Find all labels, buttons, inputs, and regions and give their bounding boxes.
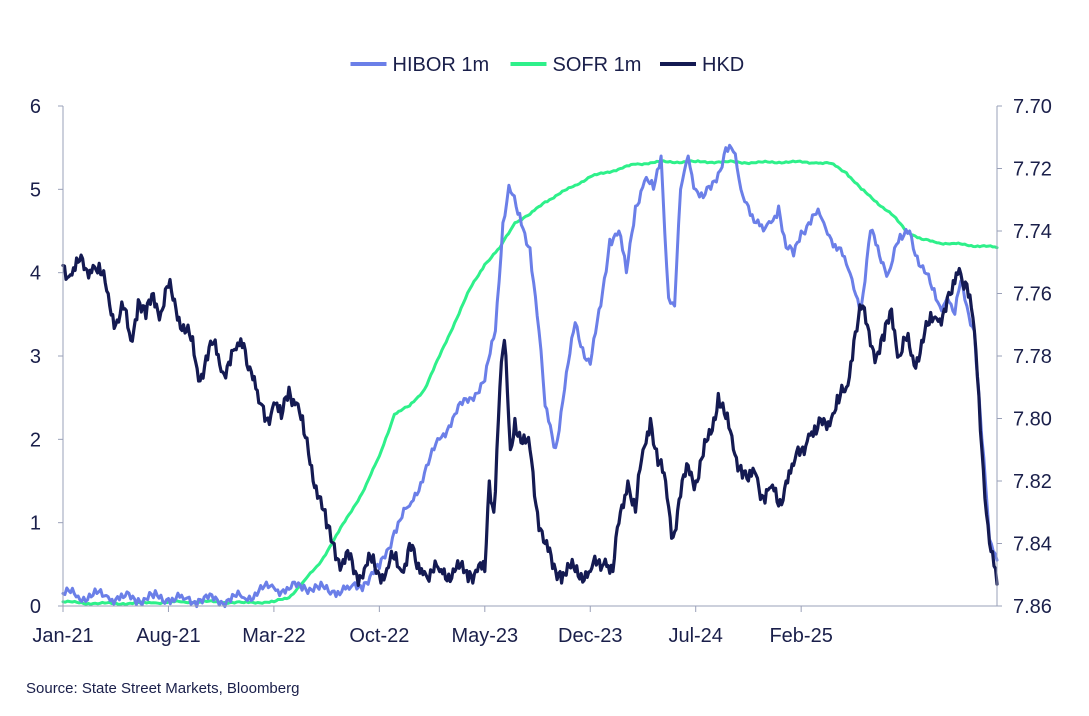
- legend-label-sofr-1m: SOFR 1m: [553, 54, 642, 76]
- y-right-tick-label: 7.84: [1013, 534, 1052, 556]
- x-tick-label: Oct-22: [349, 625, 409, 647]
- series-line-sofr-1m: [61, 159, 999, 607]
- y-right-tick-label: 7.78: [1013, 346, 1052, 368]
- y-right-tick-label: 7.76: [1013, 284, 1052, 306]
- series-line-hkd: [61, 253, 999, 587]
- y-left-tick-label: 6: [30, 96, 41, 118]
- y-right-tick-label: 7.82: [1013, 471, 1052, 493]
- x-tick-label: Jan-21: [32, 625, 93, 647]
- x-tick-label: Mar-22: [242, 625, 305, 647]
- y-left-tick-label: 4: [30, 263, 41, 285]
- series-line-hibor-1m: [61, 143, 999, 609]
- legend-label-hkd: HKD: [702, 54, 744, 76]
- x-tick-label: Aug-21: [136, 625, 201, 647]
- y-left-tick-label: 1: [30, 513, 41, 535]
- y-left-tick-label: 5: [30, 179, 41, 201]
- y-right-tick-label: 7.72: [1013, 159, 1052, 181]
- y-right-tick-label: 7.80: [1013, 409, 1052, 431]
- source-note: Source: State Street Markets, Bloomberg: [26, 680, 300, 697]
- y-left-tick-label: 0: [30, 596, 41, 618]
- legend-label-hibor-1m: HIBOR 1m: [393, 54, 490, 76]
- x-tick-label: May-23: [451, 625, 518, 647]
- y-right-tick-label: 7.74: [1013, 221, 1052, 243]
- x-tick-label: Jul-24: [668, 625, 722, 647]
- y-right-tick-label: 7.86: [1013, 596, 1052, 618]
- x-tick-label: Dec-23: [558, 625, 622, 647]
- y-left-tick-label: 3: [30, 346, 41, 368]
- y-right-tick-label: 7.70: [1013, 96, 1052, 118]
- x-tick-label: Feb-25: [769, 625, 832, 647]
- y-left-tick-label: 2: [30, 429, 41, 451]
